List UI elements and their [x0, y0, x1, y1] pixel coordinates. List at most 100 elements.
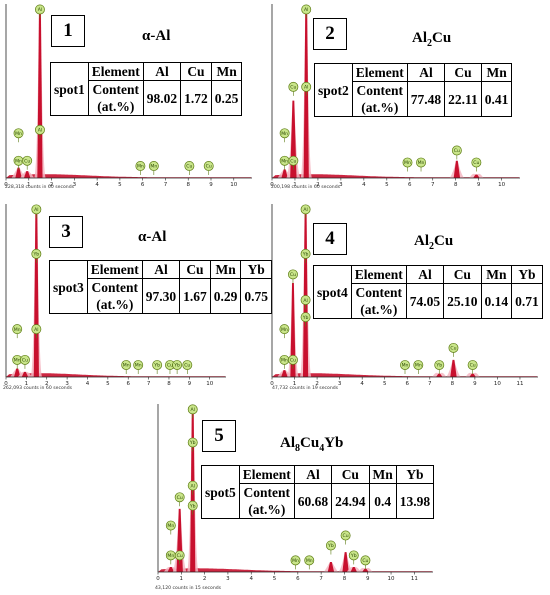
element-marker-mn: Mn — [148, 161, 159, 175]
value-cell: 0.14 — [480, 283, 513, 319]
x-tick-label: 5 — [106, 381, 110, 387]
x-tick-label: 9 — [188, 381, 192, 387]
element-marker-cu: Cu — [288, 354, 298, 369]
svg-text:Yb: Yb — [189, 440, 196, 446]
x-tick-label: 8 — [167, 381, 171, 387]
peak-al — [33, 206, 39, 377]
x-tick-label: 2 — [50, 182, 54, 188]
composition-table-1: spot1 Element Al Cu Mn Content (at.%) 98.… — [50, 62, 243, 116]
header-cell: Al — [142, 62, 182, 81]
element-marker-yb: Yb — [152, 360, 163, 375]
header-cell: Cu — [443, 265, 482, 284]
peak-yb — [436, 373, 443, 377]
element-marker-mn: Mn — [279, 324, 290, 339]
x-tick-label: 3 — [339, 182, 343, 188]
x-tick-label: 10 — [206, 381, 213, 387]
svg-text:Al: Al — [38, 7, 42, 13]
svg-text:Yb: Yb — [173, 363, 180, 369]
element-marker-yb: Yb — [325, 540, 336, 555]
row-label: Content (at.%) — [351, 81, 408, 117]
svg-text:Yb: Yb — [327, 543, 334, 549]
table-value-row: Content (at.%) 74.05 25.10 0.14 0.71 — [314, 283, 543, 319]
element-marker-mn: Mn — [279, 155, 290, 170]
peak-cu — [21, 371, 29, 377]
x-tick-label: 4 — [362, 182, 366, 188]
svg-text:Mn: Mn — [150, 164, 157, 170]
element-marker-cu: Cu — [288, 269, 298, 284]
header-cell: Cu — [444, 63, 482, 82]
panel-title-text-1: α-Al — [142, 28, 171, 44]
svg-text:Cu: Cu — [186, 164, 192, 170]
peak-cu — [290, 282, 296, 377]
row-label: Content (at.%) — [86, 278, 143, 314]
x-tick-label: 7 — [428, 381, 432, 387]
svg-text:Cu: Cu — [24, 159, 30, 165]
svg-text:Mn: Mn — [14, 327, 21, 333]
value-cell: 1.72 — [180, 80, 212, 116]
value-cell: 25.10 — [443, 283, 482, 319]
element-marker-cu: Cu — [467, 360, 478, 375]
peak-al — [37, 6, 43, 178]
panel-number-5: 5 — [202, 420, 236, 452]
element-marker-al: Al — [31, 204, 42, 219]
composition-table-3: spot3 Element Al Cu Mn Yb Content (at.%) … — [49, 260, 273, 314]
header-cell: Al — [405, 265, 445, 284]
table-header-row: spot4 Element Al Cu Mn Yb — [313, 265, 543, 319]
element-marker-cu: Cu — [203, 161, 214, 175]
element-marker-cu: Cu — [288, 155, 299, 170]
x-tick-label: 0 — [4, 381, 8, 387]
peak-cu — [473, 174, 480, 178]
header-cell: Al — [293, 465, 333, 484]
svg-text:Yb: Yb — [350, 553, 357, 559]
x-tick-label: 2 — [315, 381, 319, 387]
spectrum-background — [6, 373, 226, 377]
panel-2: 0 1 2 3 4 5 6 7 8 9 10 Al Al Cu Mn Mn Cu Mn Mn Cu Cu 2 Al2Cu… — [268, 0, 538, 200]
x-tick-label: 4 — [86, 381, 90, 387]
value-cell: 77.48 — [406, 81, 446, 117]
spot-label: spot5 — [201, 465, 240, 519]
panel-title-1: α-Al — [142, 28, 170, 45]
svg-text:Al: Al — [191, 407, 195, 413]
svg-text:Al: Al — [303, 207, 307, 213]
spectrum-background — [272, 373, 538, 377]
svg-text:Cu: Cu — [177, 495, 183, 501]
element-marker-al: Al — [34, 4, 45, 19]
x-tick-label: 10 — [498, 182, 505, 188]
header-cell: Element — [351, 63, 408, 82]
x-tick-label: 1 — [25, 381, 29, 387]
header-cell: Al — [406, 63, 446, 82]
peak-al — [302, 206, 309, 377]
element-marker-cu: Cu — [448, 342, 459, 357]
element-marker-cu: Cu — [182, 360, 193, 375]
svg-text:Yb: Yb — [189, 503, 196, 509]
svg-text:Mn: Mn — [135, 363, 142, 369]
svg-text:Mn: Mn — [402, 363, 409, 369]
svg-text:Mn: Mn — [123, 363, 130, 369]
x-tick-label: 1 — [180, 576, 184, 582]
composition-table-4: spot4 Element Al Cu Mn Yb Content (at.%) … — [313, 265, 543, 319]
spot-label: spot1 — [50, 62, 89, 116]
peak-cu — [469, 373, 476, 377]
svg-text:Mn: Mn — [306, 558, 313, 564]
table-value-row: Content (at.%) 60.68 24.94 0.4 13.98 — [202, 483, 435, 519]
table-value-row: Content (at.%) 77.48 22.11 0.41 — [315, 81, 513, 117]
x-tick-label: 6 — [141, 182, 145, 188]
peak-yb — [327, 562, 335, 572]
svg-text:Mn: Mn — [281, 327, 288, 333]
svg-text:Al: Al — [34, 327, 38, 333]
svg-text:Al: Al — [304, 85, 308, 91]
svg-text:Mn: Mn — [292, 558, 299, 564]
x-tick-label: 8 — [454, 182, 458, 188]
x-tick-label: 1 — [293, 182, 297, 188]
header-cell: Mn — [210, 62, 243, 81]
x-tick-label: 10 — [388, 576, 395, 582]
header-cell: Mn — [368, 465, 397, 484]
value-cell: 0.29 — [209, 278, 242, 314]
element-marker-yb: Yb — [172, 360, 183, 375]
x-tick-label: 4 — [360, 381, 364, 387]
count-caption-5: 43,120 counts in 15 seconds — [155, 586, 222, 591]
header-cell: Element — [87, 62, 144, 81]
panel-1: 0 1 2 3 4 5 6 7 8 9 10 Al Al Mn Mn Cu Mn Mn Cu Cu 1 α-Al sp… — [0, 0, 270, 200]
value-cell: 1.67 — [179, 278, 211, 314]
